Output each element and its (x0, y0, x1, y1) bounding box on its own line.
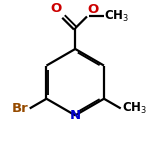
Text: CH$_3$: CH$_3$ (104, 9, 129, 24)
Text: Br: Br (11, 102, 28, 115)
Text: CH$_3$: CH$_3$ (122, 101, 147, 116)
Text: N: N (70, 109, 81, 122)
Text: O: O (51, 2, 62, 15)
Text: O: O (88, 3, 99, 16)
